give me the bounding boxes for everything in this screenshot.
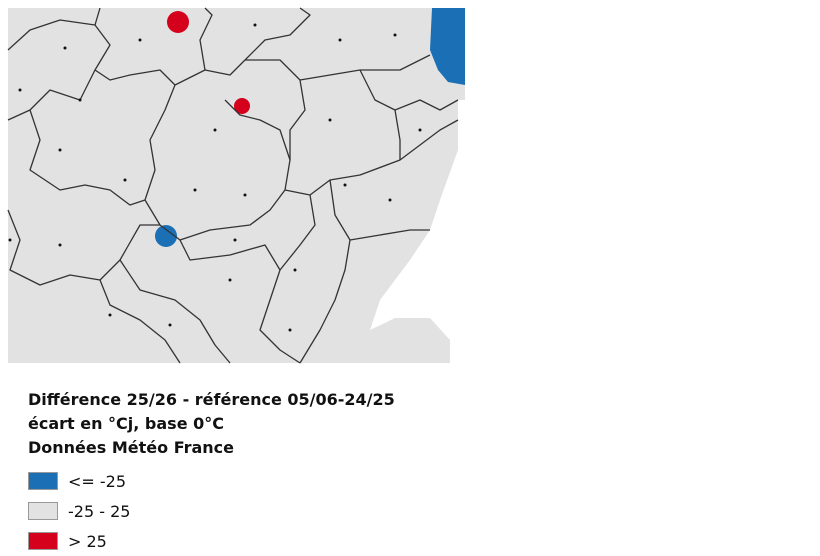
map [7, 7, 465, 364]
legend-label: -25 - 25 [68, 501, 131, 521]
map-land [8, 8, 465, 363]
region-high [234, 98, 250, 114]
stations [8, 23, 422, 332]
legend-swatch [28, 472, 58, 490]
region-high [167, 11, 189, 33]
legend: Différence 25/26 - référence 05/06-24/25… [28, 388, 395, 556]
legend-subtitle: écart en °Cj, base 0°C [28, 414, 224, 433]
legend-title: Différence 25/26 - référence 05/06-24/25 [28, 390, 395, 409]
legend-source: Données Météo France [28, 438, 235, 457]
legend-item: -25 - 25 [28, 496, 395, 526]
region-low [430, 8, 465, 85]
legend-item: <= -25 [28, 466, 395, 496]
legend-items: <= -25 -25 - 25 > 25 [28, 466, 395, 556]
borders [7, 7, 459, 364]
legend-label: <= -25 [68, 471, 127, 491]
legend-swatch [28, 532, 58, 550]
region-low [155, 225, 177, 247]
legend-item: > 25 [28, 526, 395, 556]
legend-swatch [28, 502, 58, 520]
legend-label: > 25 [68, 531, 107, 551]
